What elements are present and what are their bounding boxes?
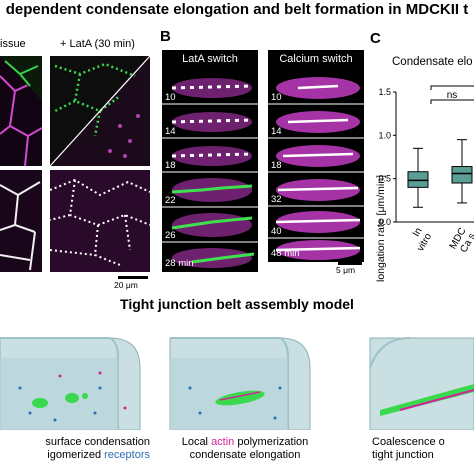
model-caption-1-line2: igomerized receptors (0, 449, 150, 462)
calcium-time-3: 18 (271, 160, 282, 171)
chart-ylabel: Elongation rate [μm/min] (375, 175, 387, 282)
panel-a-lata-bottom (50, 170, 150, 272)
model-illustration-1 (0, 318, 150, 431)
y-tick-label: 0.0 (378, 217, 391, 227)
panel-a-col1-header: issue (0, 38, 26, 50)
model-illustration-3 (360, 318, 474, 431)
panel-a-scale-bar-label: 20 μm (114, 280, 138, 290)
model-cell-3 (369, 337, 474, 431)
lata-time-6: 28 min (165, 258, 194, 269)
caption-1-part: surface condensation (45, 436, 150, 448)
model-cell-1 (0, 337, 141, 431)
caption-2-actin: actin (211, 436, 235, 448)
caption-2-part: polymerization (234, 436, 309, 448)
caption-2-part: Local (181, 436, 212, 448)
panel-b-scale-bar-line (338, 262, 362, 265)
box-iqr (407, 171, 429, 188)
caption-1-receptors: receptors (104, 449, 150, 461)
box-iqr (451, 166, 473, 184)
calcium-strips-image (268, 77, 364, 260)
panel-c-title: Condensate elo (392, 56, 473, 68)
panel-a: issue + LatA (30 min) 20 μm (0, 26, 152, 290)
model-cell-2 (169, 337, 311, 431)
panel-b-scale-bar-label: 5 μm (336, 265, 356, 275)
panel-a-lata-top (50, 56, 150, 166)
lata-time-3: 18 (165, 160, 176, 171)
calcium-time-6: 48 min (271, 248, 300, 259)
model-caption-2: Local actin polymerization condensate el… (170, 436, 320, 462)
model-caption-3: Coalescence o tight junction (372, 436, 474, 462)
calcium-time-1: 10 (271, 92, 282, 103)
chart-y-axis: 0.0 0.5 1.0 1.5 (378, 87, 474, 227)
lata-time-2: 14 (165, 126, 176, 137)
lata-top-image (50, 56, 150, 166)
tissue-top-image (0, 56, 42, 166)
chart-boxes (407, 139, 473, 208)
caption-3-part: tight junction (372, 449, 434, 461)
significance-bracket: ns (430, 85, 474, 104)
panel-a-tissue-bottom (0, 170, 42, 272)
model-caption-1: surface condensation igomerized receptor… (0, 436, 150, 462)
lata-time-4: 22 (165, 195, 176, 206)
calcium-time-4: 32 (271, 194, 282, 205)
model-illustration-2 (160, 318, 320, 431)
lata-bottom-image (50, 170, 150, 272)
y-tick-label: 0.5 (378, 174, 391, 184)
panel-c-label: C (370, 30, 381, 47)
panel-a-scale-bar-line (118, 276, 148, 279)
figure-title: dependent condensate elongation and belt… (5, 1, 469, 18)
model-title: Tight junction belt assembly model (120, 296, 354, 312)
tissue-bottom-image (0, 170, 42, 272)
panel-b-label: B (160, 28, 171, 45)
panel-a-tissue-top (0, 56, 42, 166)
calcium-time-2: 14 (271, 126, 282, 137)
model-caption-2-line2: condensate elongation (170, 449, 320, 462)
panel-b-calcium-header: Calcium switch (279, 53, 353, 65)
lata-strips-image (162, 78, 258, 268)
lata-time-5: 26 (165, 230, 176, 241)
calcium-time-5: 40 (271, 226, 282, 237)
caption-3-part: Coalescence o (372, 436, 445, 448)
y-tick-label: 1.0 (378, 130, 391, 140)
panel-a-col2-header: + LatA (30 min) (60, 38, 135, 50)
significance-label: ns (447, 90, 458, 101)
model-caption-3-line2: tight junction (372, 449, 474, 462)
panel-b-lata-column: LatA switch 10 14 18 22 26 28 min (162, 50, 258, 272)
panel-b-lata-header: LatA switch (182, 53, 238, 65)
lata-time-1: 10 (165, 92, 176, 103)
model-caption-3-line1: Coalescence o (372, 436, 474, 449)
caption-1-part: igomerized (47, 449, 105, 461)
elongation-rate-chart: Elongation rate [μm/min] 0.0 0.5 1.0 1.5 In… (375, 85, 474, 282)
y-tick-label: 1.5 (378, 87, 391, 97)
model-caption-2-line1: Local actin polymerization (170, 436, 320, 449)
panel-b-calcium-column: Calcium switch 10 14 18 32 40 48 min (268, 50, 364, 262)
model-caption-1-line1: surface condensation (0, 436, 150, 449)
caption-2-part: condensate elongation (189, 449, 301, 461)
